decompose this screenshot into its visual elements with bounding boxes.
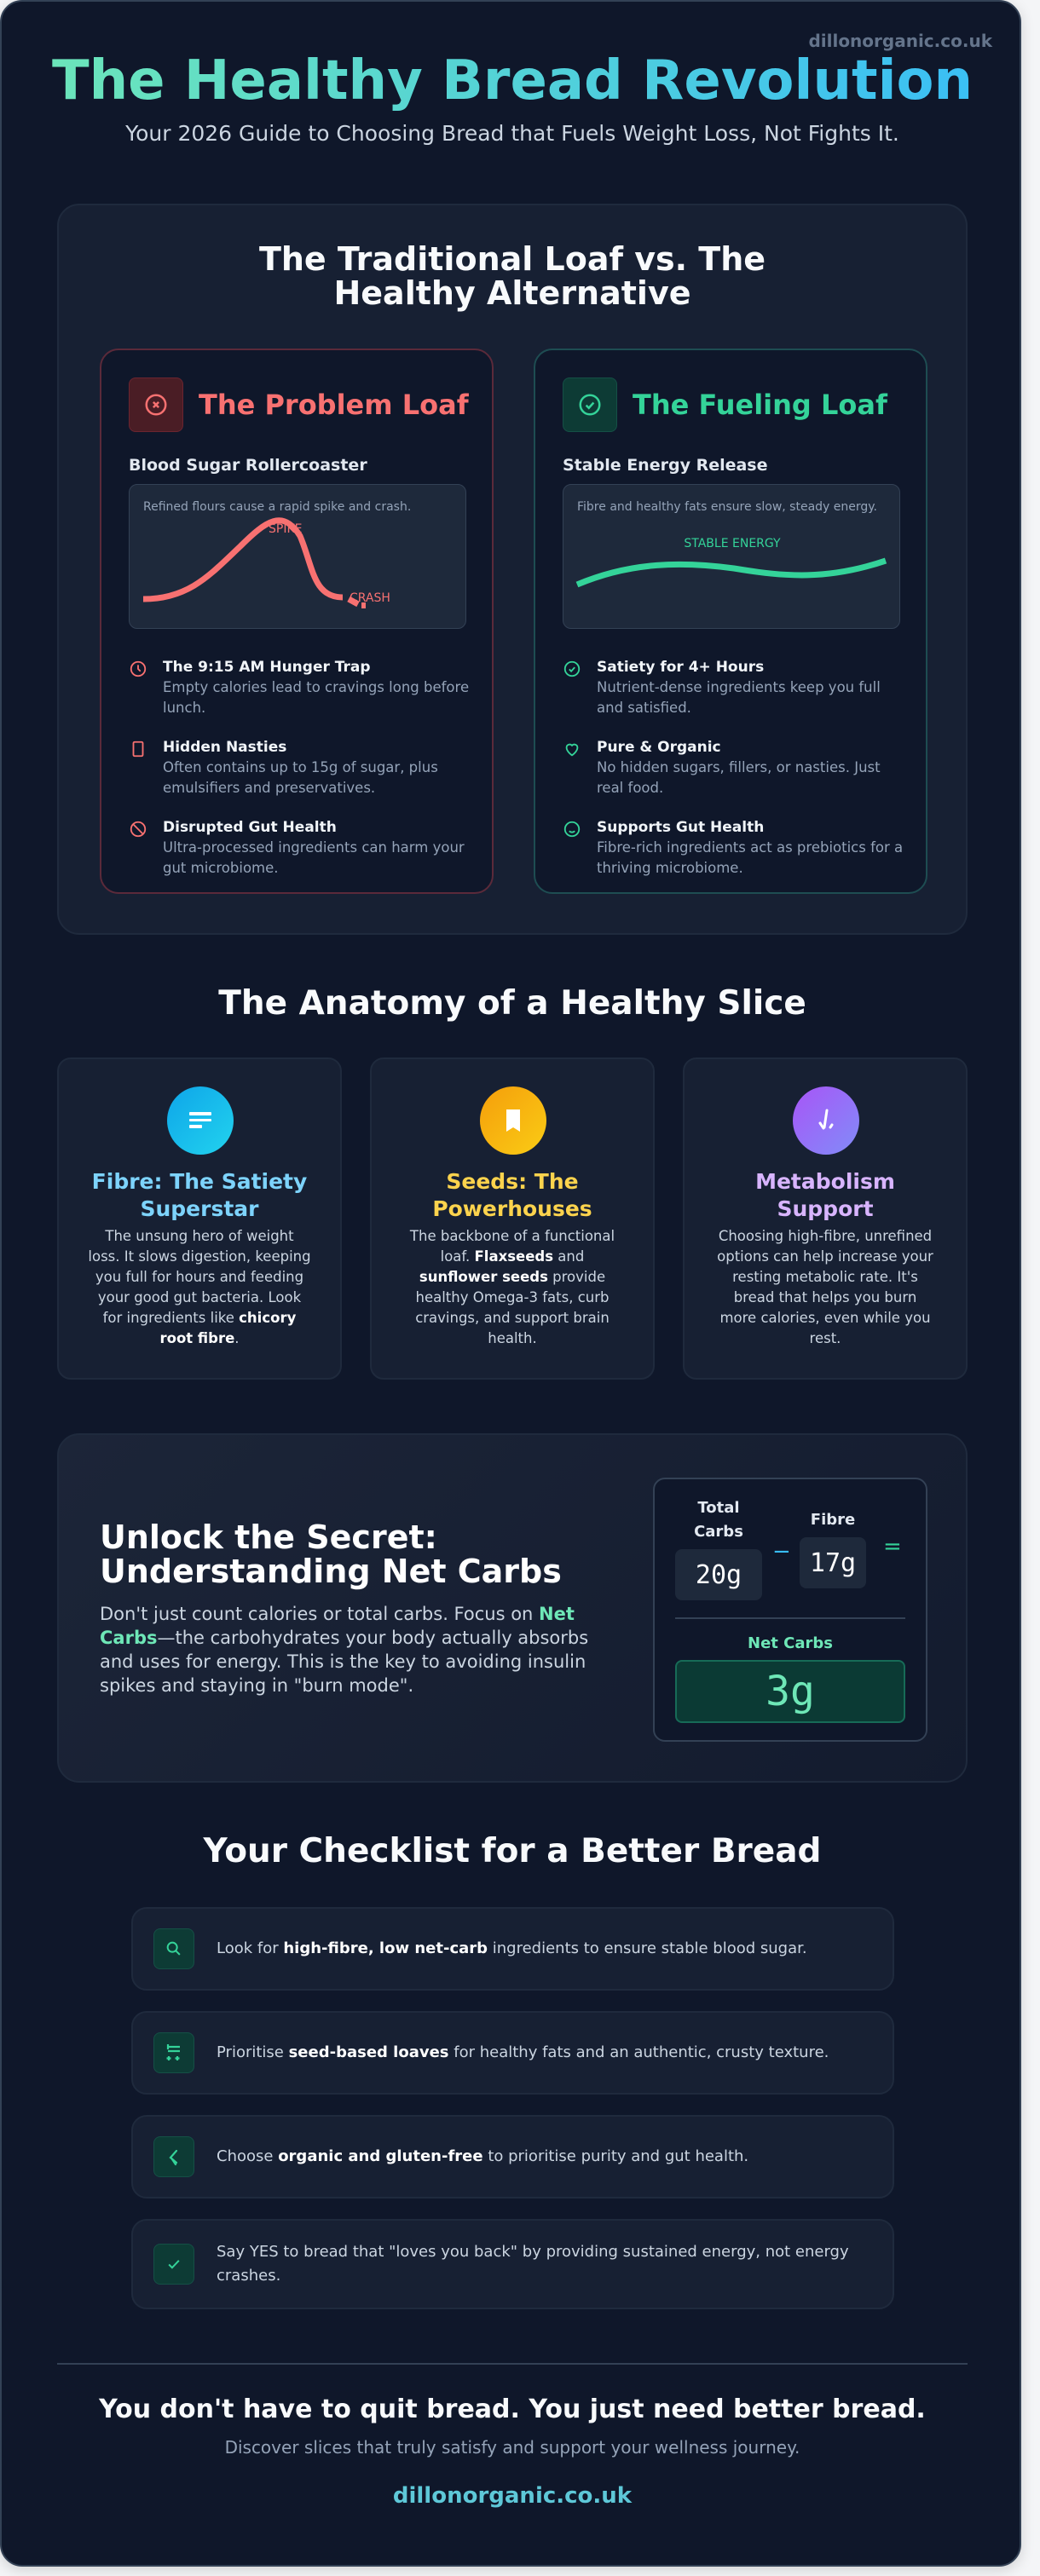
infographic-page: dillonorganic.co.uk The Healthy Bread Re… (0, 0, 1021, 2567)
net-carbs-value: 3g (675, 1660, 905, 1723)
x-circle-icon (129, 377, 183, 432)
check-icon (153, 2244, 194, 2285)
svg-text:SPIKE: SPIKE (269, 522, 302, 536)
anatomy-card-title: Metabolism Support (755, 1169, 895, 1221)
graph-caption: Fibre and healthy fats ensure slow, stea… (577, 500, 878, 514)
checklist-item: Say YES to bread that "loves you back" b… (131, 2219, 894, 2309)
checklist-item: Look for high-fibre, low net-carb ingred… (131, 1907, 894, 1991)
fibre-block: Fibre 17g (800, 1508, 866, 1588)
stable-energy-graph: Fibre and healthy fats ensure slow, stea… (563, 484, 900, 629)
clock-icon (130, 660, 147, 677)
fueling-feature-list: Satiety for 4+ Hours Nutrient-dense ingre… (563, 657, 904, 897)
site-name-top: dillonorganic.co.uk (808, 31, 992, 51)
anatomy-card-seeds: Seeds: The Powerhouses The backbone of a… (370, 1057, 655, 1380)
bookmark-icon (480, 1086, 546, 1155)
stable-curve-icon: STABLE ENERGY (575, 537, 887, 588)
feature-item: Satiety for 4+ Hours Nutrient-dense ingre… (563, 657, 904, 718)
minus-sign: − (772, 1539, 791, 1565)
lines-icon (167, 1086, 234, 1155)
calc-divider (675, 1617, 905, 1619)
total-carbs-value: 20g (675, 1549, 762, 1600)
net-carbs-section: Unlock the Secret: Understanding Net Carb… (57, 1433, 968, 1783)
seeds-icon (153, 2032, 194, 2073)
heart-icon (565, 743, 579, 757)
main-subtitle: Your 2026 Guide to Choosing Bread that F… (125, 121, 899, 146)
checklist-title: Your Checklist for a Better Bread (203, 1832, 822, 1870)
anatomy-card-metabolism: Metabolism Support Choosing high-fibre, … (683, 1057, 968, 1380)
svg-text:CRASH: CRASH (350, 591, 390, 605)
anatomy-title: The Anatomy of a Healthy Slice (218, 984, 806, 1023)
search-icon (153, 1928, 194, 1969)
ban-icon (130, 821, 147, 838)
feature-item: Hidden Nasties Often contains up to 15g o… (129, 737, 470, 798)
footer-subtitle: Discover slices that truly satisfy and s… (224, 2437, 800, 2458)
fueling-loaf-subtitle: Stable Energy Release (563, 456, 768, 475)
comparison-title: The Traditional Loaf vs. The Healthy Alt… (258, 240, 766, 312)
anatomy-card-title: Seeds: The Powerhouses (432, 1169, 592, 1221)
footer-website-link[interactable]: dillonorganic.co.uk (392, 2483, 633, 2509)
feature-item: Pure & Organic No hidden sugars, fillers,… (563, 737, 904, 798)
check-circle-icon (563, 377, 617, 432)
total-carbs-block: Total Carbs 20g (675, 1496, 762, 1600)
graph-caption: Refined flours cause a rapid spike and c… (143, 500, 412, 514)
anatomy-card-title: Fibre: The Satiety Superstar (91, 1169, 308, 1221)
net-carbs-label: Net Carbs (748, 1634, 833, 1652)
feature-item: The 9:15 AM Hunger Trap Empty calories le… (129, 657, 470, 718)
spike-curve-icon: SPIKE CRASH (142, 517, 390, 608)
tablet-icon (132, 741, 144, 758)
leaf-icon (153, 2136, 194, 2177)
problem-loaf-title: The Problem Loaf (199, 389, 469, 421)
equals-sign: = (883, 1534, 902, 1559)
net-carbs-title: Unlock the Secret: Understanding Net Carb… (100, 1519, 562, 1590)
spike-crash-graph: Refined flours cause a rapid spike and c… (129, 484, 466, 629)
net-carbs-text: Don't just count calories or total carbs… (100, 1604, 589, 1696)
feature-item: Supports Gut Health Fibre-rich ingredient… (563, 817, 904, 879)
anatomy-card-desc: The unsung hero of weight loss. It slows… (88, 1228, 311, 1346)
smile-icon (563, 821, 581, 838)
anatomy-card-desc: Choosing high-fibre, unrefined options c… (717, 1228, 933, 1346)
checklist-item: Prioritise seed-based loaves for healthy… (131, 2011, 894, 2095)
feature-item: Disrupted Gut Health Ultra-processed ingr… (129, 817, 470, 879)
fibre-value: 17g (800, 1537, 866, 1588)
svg-text:STABLE ENERGY: STABLE ENERGY (684, 537, 781, 550)
flame-icon (793, 1086, 859, 1155)
problem-loaf-card: The Problem Loaf Blood Sugar Rollercoast… (100, 349, 494, 894)
problem-loaf-subtitle: Blood Sugar Rollercoaster (129, 456, 367, 475)
anatomy-card-fibre: Fibre: The Satiety Superstar The unsung … (57, 1057, 342, 1380)
main-title: The Healthy Bread Revolution (2, 49, 1020, 112)
anatomy-card-desc: The backbone of a functional loaf. Flaxs… (409, 1228, 615, 1346)
fueling-loaf-card: The Fueling Loaf Stable Energy Release F… (534, 349, 927, 894)
checklist-item: Choose organic and gluten-free to priori… (131, 2115, 894, 2199)
fueling-loaf-title: The Fueling Loaf (633, 389, 887, 421)
footer-divider (57, 2363, 968, 2365)
comparison-section: The Traditional Loaf vs. The Healthy Alt… (57, 204, 968, 935)
check-circle-icon (563, 660, 581, 677)
problem-feature-list: The 9:15 AM Hunger Trap Empty calories le… (129, 657, 470, 897)
net-carbs-calculator: Total Carbs 20g − Fibre 17g = Net Carbs … (653, 1478, 927, 1742)
footer-title: You don't have to quit bread. You just n… (99, 2394, 926, 2424)
